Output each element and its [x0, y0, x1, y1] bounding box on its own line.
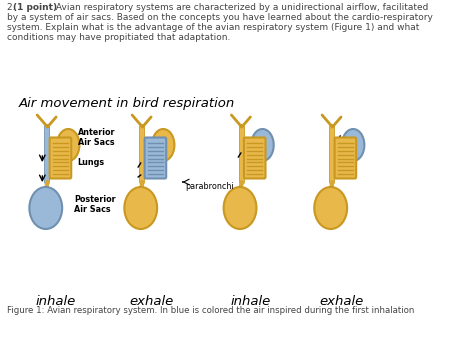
- Text: exhale: exhale: [129, 295, 173, 308]
- Ellipse shape: [224, 187, 256, 229]
- Text: 2.: 2.: [7, 3, 18, 12]
- Ellipse shape: [251, 129, 273, 161]
- Ellipse shape: [314, 187, 347, 229]
- Ellipse shape: [124, 187, 157, 229]
- Text: conditions may have propitiated that adaptation.: conditions may have propitiated that ada…: [7, 33, 230, 42]
- Ellipse shape: [57, 129, 80, 161]
- Text: (1 point): (1 point): [13, 3, 57, 12]
- Text: Avian respiratory systems are characterized by a unidirectional airflow, facilit: Avian respiratory systems are characteri…: [53, 3, 428, 12]
- FancyBboxPatch shape: [145, 137, 166, 179]
- Ellipse shape: [342, 129, 365, 161]
- FancyBboxPatch shape: [50, 137, 71, 179]
- FancyBboxPatch shape: [335, 137, 356, 179]
- FancyBboxPatch shape: [244, 137, 265, 179]
- Text: inhale: inhale: [36, 295, 76, 308]
- Text: Posterior
Air Sacs: Posterior Air Sacs: [74, 195, 116, 214]
- Text: exhale: exhale: [319, 295, 363, 308]
- Text: by a system of air sacs. Based on the concepts you have learned about the cardio: by a system of air sacs. Based on the co…: [7, 13, 433, 22]
- Text: parabronchi: parabronchi: [186, 182, 234, 191]
- Text: Figure 1: Avian respiratory system. In blue is colored the air inspired during t: Figure 1: Avian respiratory system. In b…: [7, 306, 414, 315]
- Text: system. Explain what is the advantage of the avian respiratory system (Figure 1): system. Explain what is the advantage of…: [7, 23, 419, 32]
- Ellipse shape: [29, 187, 62, 229]
- Text: Anterior
Air Sacs: Anterior Air Sacs: [78, 128, 115, 147]
- Text: Air movement in bird respiration: Air movement in bird respiration: [19, 97, 235, 110]
- Text: inhale: inhale: [230, 295, 271, 308]
- Ellipse shape: [152, 129, 174, 161]
- Text: Lungs: Lungs: [78, 158, 105, 167]
